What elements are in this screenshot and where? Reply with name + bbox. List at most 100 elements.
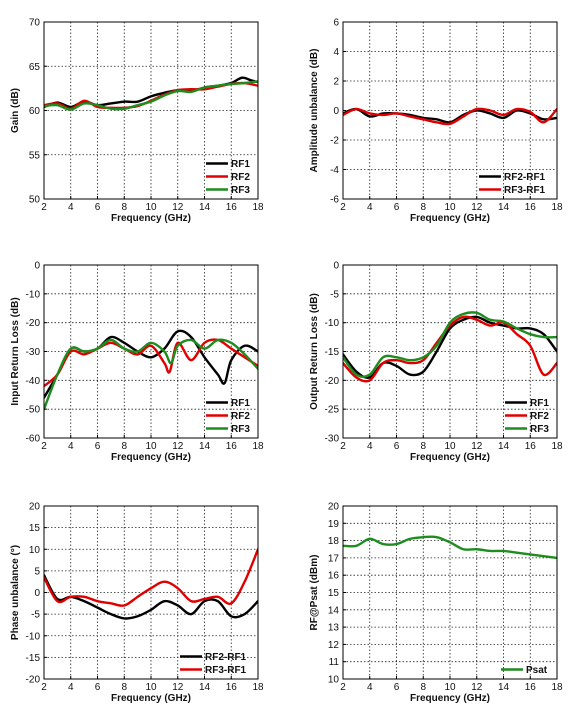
y-tick-label: 20 (29, 502, 41, 513)
x-axis-label: Frequency (GHz) (111, 213, 191, 224)
legend-label: RF2-RF1 (504, 172, 546, 183)
series-line-rf3 (44, 80, 258, 111)
x-tick-label: 4 (367, 441, 373, 452)
x-tick-label: 12 (471, 682, 483, 693)
y-tick-label: -2 (330, 136, 339, 147)
x-tick-label: 12 (172, 441, 184, 452)
x-axis-label: Frequency (GHz) (111, 693, 191, 704)
x-tick-label: 4 (68, 682, 74, 693)
x-tick-label: 16 (525, 441, 537, 452)
legend-label: RF3 (231, 185, 250, 196)
x-tick-label: 12 (172, 202, 184, 213)
x-tick-label: 12 (172, 682, 184, 693)
y-axis-label: Output Return Loss (dB) (309, 293, 320, 410)
x-tick-label: 6 (394, 441, 400, 452)
x-tick-label: 6 (95, 682, 101, 693)
y-tick-label: -5 (330, 289, 339, 300)
y-tick-label: -40 (26, 376, 41, 387)
series-line-rf2 (343, 315, 557, 383)
y-tick-label: 70 (29, 18, 41, 29)
x-tick-label: 16 (226, 202, 238, 213)
series-line-rf3-rf1 (44, 548, 258, 607)
y-axis-label: Input Return Loss (dB) (10, 297, 21, 405)
legend-label: Psat (526, 665, 548, 676)
x-tick-label: 4 (367, 682, 373, 693)
x-tick-label: 16 (525, 202, 537, 213)
x-tick-label: 18 (551, 202, 563, 213)
y-tick-label: 0 (34, 261, 40, 272)
y-tick-label: 2 (333, 77, 339, 88)
y-axis-label: RF@Psat (dBm) (309, 555, 320, 631)
x-tick-label: 10 (444, 202, 456, 213)
series-line-psat (343, 535, 557, 560)
legend-label: RF1 (231, 159, 250, 170)
y-tick-label: -25 (325, 405, 340, 416)
y-tick-label: -10 (26, 289, 41, 300)
chart-panel-5: 2 4 6 8 10 12 14 16 18 -20 -15 -10 -5 0 5 10 15 20 Frequen… (10, 502, 264, 705)
y-tick-label: 55 (29, 150, 41, 161)
x-tick-label: 8 (121, 682, 127, 693)
x-tick-label: 16 (226, 682, 238, 693)
y-tick-label: 4 (333, 47, 339, 58)
x-tick-label: 14 (199, 202, 211, 213)
y-tick-label: 18 (328, 536, 340, 547)
x-tick-label: 2 (41, 682, 47, 693)
legend-label: RF3 (231, 424, 250, 435)
x-tick-label: 4 (68, 202, 74, 213)
y-tick-label: 11 (329, 657, 340, 668)
y-tick-label: -30 (26, 347, 41, 358)
x-tick-label: 6 (394, 202, 400, 213)
x-tick-label: 2 (340, 682, 346, 693)
x-tick-label: 18 (252, 441, 264, 452)
legend-label: RF3 (530, 424, 549, 435)
y-tick-label: -10 (26, 631, 41, 642)
x-tick-label: 8 (420, 441, 426, 452)
y-tick-label: -30 (325, 434, 340, 445)
x-tick-label: 12 (471, 202, 483, 213)
x-tick-label: 8 (420, 202, 426, 213)
legend-label: RF1 (530, 398, 549, 409)
x-tick-label: 2 (41, 441, 47, 452)
chart-panel-6: 2 4 6 8 10 12 14 16 18 10 11 12 13 14 15 16 17 18 19 20 Freq… (309, 502, 563, 705)
x-tick-label: 10 (145, 202, 157, 213)
x-tick-label: 4 (68, 441, 74, 452)
x-axis-label: Frequency (GHz) (410, 213, 490, 224)
y-tick-label: 65 (29, 62, 41, 73)
y-tick-label: -15 (26, 653, 41, 664)
y-tick-label: 0 (333, 261, 339, 272)
x-tick-label: 18 (252, 202, 264, 213)
y-tick-label: -20 (26, 318, 41, 329)
x-tick-label: 10 (444, 441, 456, 452)
y-axis-label: Gain (dB) (10, 88, 21, 133)
series-line-rf2-rf1 (44, 574, 258, 620)
series-line-rf3 (44, 338, 258, 411)
legend-label: RF3-RF1 (205, 665, 247, 676)
y-axis-label: Phase unbalance (°) (10, 545, 21, 640)
y-tick-label: 0 (333, 106, 339, 117)
y-tick-label: 16 (328, 571, 340, 582)
legend-label: RF1 (231, 398, 250, 409)
y-tick-label: -20 (26, 675, 41, 686)
x-tick-label: 4 (367, 202, 373, 213)
chart-panel-2: 2 4 6 8 10 12 14 16 18 -6 -4 -2 0 2 4 6 Frequency (GHz) A… (309, 18, 563, 225)
chart-panel-4: 2 4 6 8 10 12 14 16 18 -30 -25 -20 -15 -10 -5 0 Frequenc… (309, 261, 563, 464)
legend-label: RF2 (530, 411, 549, 422)
x-tick-label: 6 (394, 682, 400, 693)
legend-label: RF2 (231, 411, 250, 422)
legend: Psat (501, 665, 548, 676)
legend: RF1 RF2 RF3 (505, 398, 549, 435)
y-tick-label: -6 (330, 195, 339, 206)
y-tick-label: 13 (328, 623, 340, 634)
y-tick-label: 6 (333, 18, 339, 29)
x-tick-label: 2 (41, 202, 47, 213)
y-tick-label: -20 (325, 376, 340, 387)
y-tick-label: 10 (328, 675, 340, 686)
y-tick-label: 15 (29, 523, 41, 534)
y-tick-label: 15 (328, 588, 340, 599)
legend-label: RF2-RF1 (205, 652, 247, 663)
x-tick-label: 10 (444, 682, 456, 693)
chart-panel-3: 2 4 6 8 10 12 14 16 18 -60 -50 -40 -30 -20 -10 0 Frequen… (10, 261, 264, 464)
y-tick-label: -5 (31, 610, 40, 621)
x-tick-label: 14 (199, 682, 211, 693)
legend-label: RF3-RF1 (504, 185, 546, 196)
